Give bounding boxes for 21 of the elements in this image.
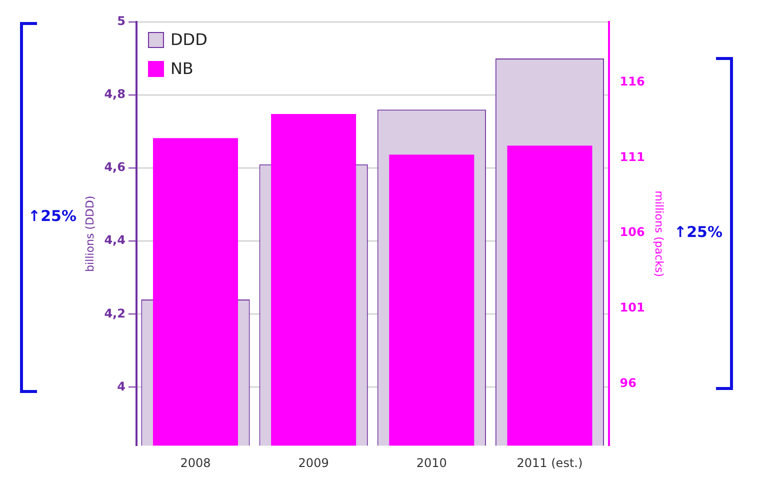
- y2-tick-label: 101: [620, 300, 645, 315]
- y-tick-label: 4,6: [104, 160, 126, 174]
- legend-label: DDD: [170, 30, 208, 49]
- y-tick-label: 4: [117, 379, 126, 394]
- text: ↑25%: [28, 206, 76, 225]
- y2-axis-title: millions (packs): [652, 190, 666, 277]
- y-tick-label: 4,4: [104, 233, 126, 248]
- y-tick-label: 5: [117, 14, 126, 28]
- x-tick-label: 2008: [180, 456, 211, 470]
- y2-tick-label: 111: [620, 150, 645, 164]
- y-tick-label: 4,8: [104, 87, 126, 102]
- x-tick-label: 2010: [416, 456, 447, 470]
- y2-tick-label: 96: [620, 376, 636, 390]
- legend-label: NB: [170, 59, 194, 78]
- x-tick-label: 2009: [298, 456, 329, 470]
- y2-tick-label: 106: [620, 225, 645, 240]
- y-axis-title: billions (DDD): [83, 196, 96, 272]
- x-tick-label: 2011 (est.): [516, 456, 583, 470]
- text: ↑25%: [674, 222, 722, 241]
- y-tick-label: 4,2: [104, 306, 126, 320]
- y2-tick-label: 116: [620, 74, 645, 88]
